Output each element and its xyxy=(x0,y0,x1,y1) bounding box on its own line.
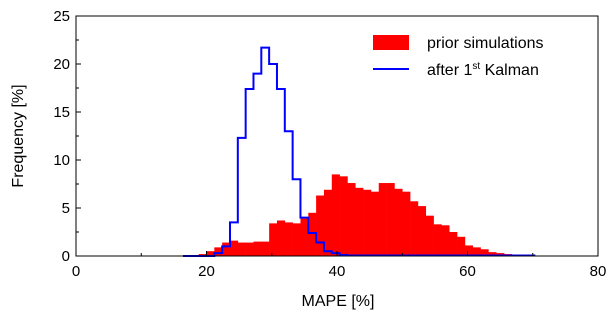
prior-bar xyxy=(347,183,355,256)
prior-bar xyxy=(363,190,371,256)
y-tick-label: 20 xyxy=(53,56,70,73)
prior-bar xyxy=(324,190,332,256)
legend-label-after-kalman: after 1st Kalman xyxy=(427,61,539,79)
prior-bar xyxy=(457,237,465,256)
prior-bar xyxy=(465,245,473,256)
prior-bar xyxy=(340,176,348,256)
prior-bar xyxy=(426,216,434,256)
prior-bar xyxy=(410,201,418,256)
prior-bar xyxy=(371,192,379,256)
y-tick-label: 0 xyxy=(62,248,70,265)
y-tick-label: 10 xyxy=(53,152,70,169)
prior-bar xyxy=(434,224,442,256)
prior-bar xyxy=(332,174,340,256)
y-axis-title: Frequency [%] xyxy=(10,84,27,187)
prior-bar xyxy=(261,242,269,256)
legend-swatch-prior-simulations xyxy=(373,35,409,50)
legend: prior simulations after 1st Kalman xyxy=(373,35,543,79)
y-axis-ticks: 0 5 10 15 20 25 xyxy=(53,8,81,265)
legend-label-after-kalman-tail: Kalman xyxy=(480,62,539,79)
prior-bar xyxy=(387,183,395,256)
prior-bar xyxy=(449,232,457,256)
prior-bar xyxy=(277,220,285,256)
y-tick-label: 25 xyxy=(53,8,70,25)
prior-bar xyxy=(394,189,402,256)
prior-bar xyxy=(230,241,238,256)
prior-bar xyxy=(285,222,293,256)
y-tick-label: 5 xyxy=(62,200,70,217)
prior-bar xyxy=(402,192,410,256)
legend-label-after-kalman-main: after 1 xyxy=(427,62,472,79)
x-tick-label: 60 xyxy=(459,263,476,280)
prior-bar xyxy=(293,223,301,256)
x-tick-label: 80 xyxy=(590,263,607,280)
legend-label-prior-simulations: prior simulations xyxy=(427,35,543,52)
x-tick-label: 0 xyxy=(72,263,80,280)
x-tick-label: 40 xyxy=(329,263,346,280)
prior-bar xyxy=(269,223,277,256)
prior-bar xyxy=(238,243,246,256)
x-tick-label: 20 xyxy=(198,263,215,280)
prior-bar xyxy=(246,243,254,256)
prior-bar xyxy=(418,206,426,256)
prior-bar xyxy=(441,225,449,256)
prior-bar xyxy=(253,242,261,256)
prior-simulations-bars xyxy=(183,174,536,256)
y-tick-label: 15 xyxy=(53,104,70,121)
prior-bar xyxy=(355,188,363,256)
prior-bar xyxy=(379,183,387,256)
x-axis-title: MAPE [%] xyxy=(302,293,375,310)
